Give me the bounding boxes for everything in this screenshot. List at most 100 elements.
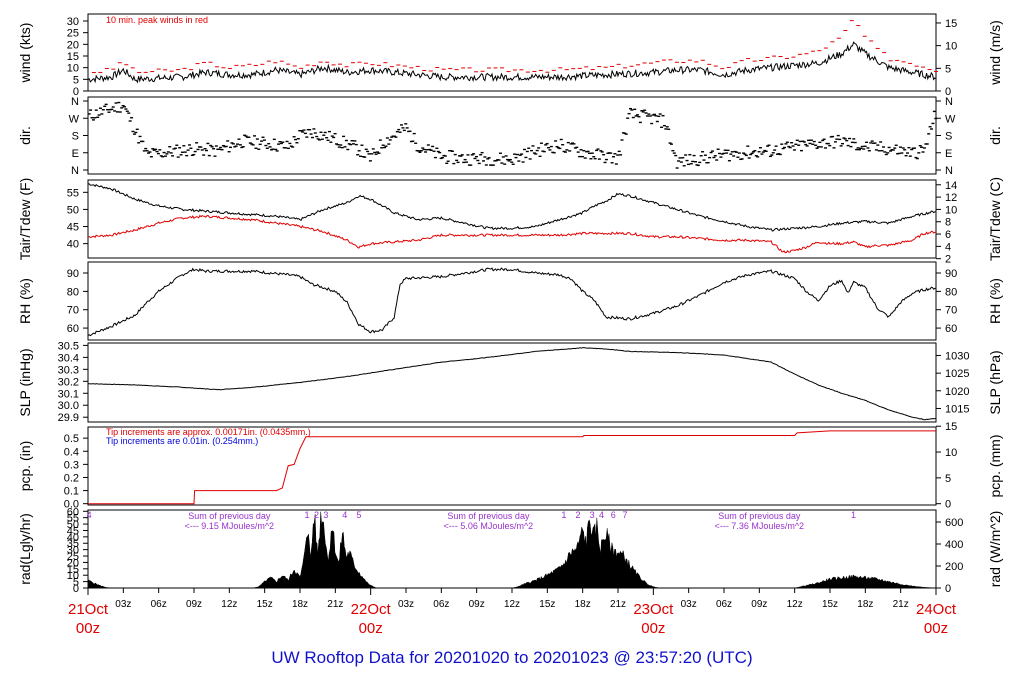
dir-left-tick-label: W (69, 113, 80, 125)
time-major-day-label: 21Oct (68, 601, 109, 618)
time-minor-tick-label: 21z (893, 599, 909, 610)
dir-right-tick-label: N (945, 165, 953, 177)
slp-left-tick-label: 29.9 (58, 412, 79, 424)
dir-right-tick-label: S (945, 131, 952, 143)
dir-right-tick-label: E (945, 148, 952, 160)
slp-left-tick-label: 30.1 (58, 388, 79, 400)
rad-marker-label: 2 (575, 510, 580, 520)
rad-marker-label: 5 (356, 510, 361, 520)
rh-panel-frame (87, 261, 937, 341)
wind-right-tick-label: 10 (945, 41, 957, 53)
time-minor-tick-label: 21z (610, 599, 626, 610)
pcp-right-tick-label: 0 (945, 499, 951, 511)
dir-right-axis-label: dir. (987, 126, 1003, 145)
temp-right-tick-label: 6 (945, 229, 951, 241)
rad-marker-label: 3 (323, 510, 328, 520)
temp-panel-frame (87, 179, 937, 259)
dir-left-axis-label: dir. (17, 126, 33, 145)
pcp-right-axis-label: pcp. (mm) (987, 435, 1003, 498)
time-minor-tick-label: 12z (787, 599, 803, 610)
rad-left-tick-label: 20 (67, 557, 79, 569)
slp-left-tick-label: 30.0 (58, 400, 79, 412)
slp-series (88, 347, 937, 421)
rad-sum-line1: Sum of previous day (718, 511, 801, 521)
pcp-panel-frame (87, 426, 937, 506)
rad-left-tick-label: 55 (67, 513, 79, 525)
temp-left-axis-label: Tair/Tdew (F) (17, 178, 33, 260)
time-major-day-label: 24Oct (916, 601, 957, 618)
time-major-day-label: 22Oct (351, 601, 392, 618)
pcp-right-tick-label: 15 (945, 421, 957, 433)
time-minor-tick-label: 09z (186, 599, 202, 610)
rad-left-tick-label: 10 (67, 570, 79, 582)
pcp-left-tick-label: 0.2 (64, 472, 79, 484)
time-major-hour-label: 00z (359, 620, 383, 637)
time-minor-tick-label: 18z (857, 599, 873, 610)
pcp-note-blue: Tip increments are 0.01in. (0.254mm.) (106, 436, 258, 446)
rad-right-tick-label: 200 (945, 561, 963, 573)
rh-right-tick-label: 70 (945, 305, 957, 317)
wind-right-tick-label: 15 (945, 18, 957, 30)
time-minor-tick-label: 15z (257, 599, 273, 610)
rad-sum-line1: Sum of previous day (188, 511, 271, 521)
time-minor-tick-label: 03z (398, 599, 414, 610)
time-minor-tick-label: 12z (221, 599, 237, 610)
rad-sum-line1: Sum of previous day (447, 511, 530, 521)
slp-left-tick-label: 30.2 (58, 376, 79, 388)
rad-left-tick-label: 45 (67, 525, 79, 537)
rad-marker-label: 1 (851, 510, 856, 520)
rad-marker-label: 7 (623, 510, 628, 520)
time-minor-tick-label: 06z (716, 599, 732, 610)
rad-sum-line2: <--- 5.06 MJoules/m^2 (444, 521, 534, 531)
wind-panel-frame (87, 13, 937, 92)
pcp-right-tick-label: 10 (945, 447, 957, 459)
temp-right-axis-label: Tair/Tdew (C) (987, 177, 1003, 261)
wind-right-tick-label: 5 (945, 63, 951, 75)
rh-left-tick-label: 80 (67, 286, 79, 298)
pcp-left-axis-label: pcp. (in) (17, 441, 33, 492)
rad-marker-label: 3 (590, 510, 595, 520)
wind-right-axis-label: wind (m/s) (987, 20, 1003, 86)
rad-left-tick-label: 25 (67, 551, 79, 563)
time-minor-tick-label: 12z (504, 599, 520, 610)
rad-left-tick-label: 35 (67, 538, 79, 550)
pcp-left-tick-label: 0.0 (64, 499, 79, 511)
rad-left-tick-label: 30 (67, 545, 79, 557)
temp-left-tick-label: 50 (67, 204, 79, 216)
time-major-hour-label: 00z (924, 620, 948, 637)
rad-marker-label: 6 (611, 510, 616, 520)
temp-right-tick-label: 14 (945, 180, 957, 192)
time-minor-tick-label: 06z (433, 599, 449, 610)
temp-right-tick-label: 8 (945, 217, 951, 229)
temp-right-tick-label: 10 (945, 204, 957, 216)
time-minor-tick-label: 21z (327, 599, 343, 610)
temp-right-tick-label: 4 (945, 241, 951, 253)
time-minor-tick-label: 18z (292, 599, 308, 610)
rad-left-tick-label: 15 (67, 564, 79, 576)
wind-left-tick-label: 30 (67, 16, 79, 28)
rad-left-tick-label: 50 (67, 519, 79, 531)
rad-right-tick-label: 600 (945, 517, 963, 529)
time-minor-tick-label: 09z (751, 599, 767, 610)
pcp-series (88, 430, 936, 505)
time-minor-tick-label: 03z (681, 599, 697, 610)
rad-right-tick-label: 400 (945, 539, 963, 551)
temp-left-tick-label: 40 (67, 239, 79, 251)
time-major-hour-label: 00z (76, 620, 100, 637)
rh-right-tick-label: 60 (945, 323, 957, 335)
time-minor-tick-label: 03z (115, 599, 131, 610)
dir-left-tick-label: E (72, 148, 79, 160)
wind-left-tick-label: 25 (67, 28, 79, 40)
tair-series (87, 183, 937, 232)
rad-marker-label: 1 (305, 510, 310, 520)
rh-left-tick-label: 90 (67, 268, 79, 280)
rad-sum-line2: <--- 7.36 MJoules/m^2 (715, 521, 805, 531)
slp-left-axis-label: SLP (inHg) (17, 348, 33, 416)
rad-marker-label: 4 (87, 510, 92, 520)
rh-left-axis-label: RH (%) (17, 278, 33, 324)
rh-series (87, 267, 937, 337)
wind-left-tick-label: 20 (67, 39, 79, 51)
pcp-left-tick-label: 0.1 (64, 486, 79, 498)
rad-sum-line2: <--- 9.15 MJoules/m^2 (185, 521, 275, 531)
time-minor-tick-label: 09z (469, 599, 485, 610)
